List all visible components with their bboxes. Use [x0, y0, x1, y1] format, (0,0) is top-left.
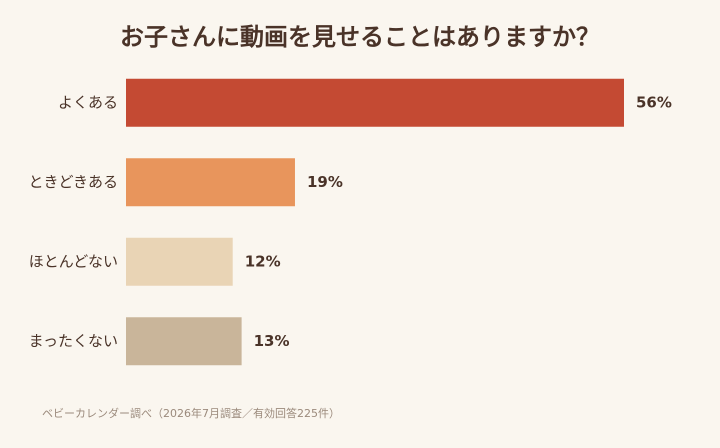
value-label: 19%: [307, 173, 343, 191]
bar: [126, 78, 624, 127]
bar: [126, 158, 295, 207]
category-label: よくある: [58, 93, 118, 111]
footnote: ベビーカレンダー調べ（2026年7月調査／有効回答225件）: [42, 406, 340, 420]
category-label: ほとんどない: [29, 252, 118, 270]
chart-title: お子さんに動画を見せることはありますか？: [120, 23, 600, 51]
category-label: まったくない: [29, 332, 118, 350]
value-label: 12%: [245, 252, 281, 270]
category-label: ときどきある: [28, 173, 118, 191]
value-label: 56%: [636, 93, 672, 111]
bar: [126, 237, 233, 286]
bar: [126, 317, 242, 366]
value-label: 13%: [254, 332, 290, 350]
